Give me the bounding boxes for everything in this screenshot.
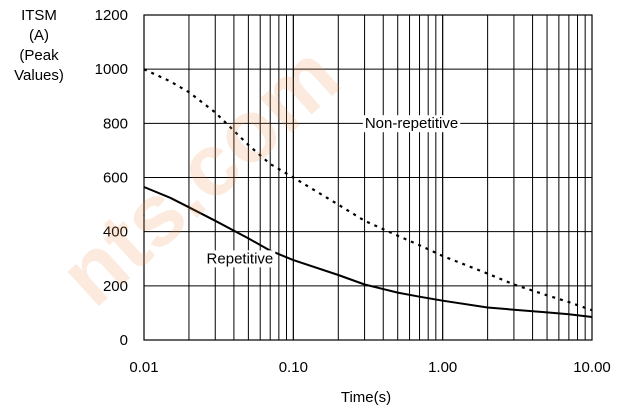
y-tick-label: 200 <box>103 278 128 295</box>
y-axis-ticks: 0 200 400 600 800 1000 1200 <box>95 7 128 349</box>
series-layer <box>143 68 593 318</box>
y-tick-label: 0 <box>120 332 128 349</box>
y-tick-label: 1200 <box>95 7 128 24</box>
series-label-background <box>204 250 276 268</box>
x-tick-label: 0.10 <box>279 359 308 376</box>
series-label-non-repetitive: Non-repetitive <box>365 115 458 132</box>
x-tick-label: 1.00 <box>428 359 457 376</box>
y-tick-label: 800 <box>103 115 128 132</box>
series-labels: Non-repetitive Repetitive <box>204 115 461 268</box>
x-tick-label: 10.00 <box>573 359 611 376</box>
y-axis-label-line: (A) <box>29 27 49 44</box>
y-axis-label-line: Values) <box>14 67 64 84</box>
y-tick-label: 400 <box>103 224 128 241</box>
y-tick-label: 1000 <box>95 61 128 78</box>
y-axis-label-line: (Peak <box>19 47 59 64</box>
series-line-non-repetitive <box>143 68 593 312</box>
series-line-repetitive <box>143 186 593 318</box>
y-axis-label: ITSM (A) (Peak Values) <box>0 6 78 86</box>
x-tick-label: 0.01 <box>129 359 158 376</box>
grid <box>143 14 593 341</box>
y-tick-label: 600 <box>103 170 128 187</box>
series-label-background <box>362 115 461 133</box>
y-axis-label-line: ITSM <box>21 7 57 24</box>
x-axis-label: Time(s) <box>341 389 391 406</box>
series-label-repetitive: Repetitive <box>207 250 274 267</box>
x-axis-ticks: 0.01 0.10 1.00 10.00 <box>129 359 610 376</box>
plot-frame <box>143 14 593 341</box>
